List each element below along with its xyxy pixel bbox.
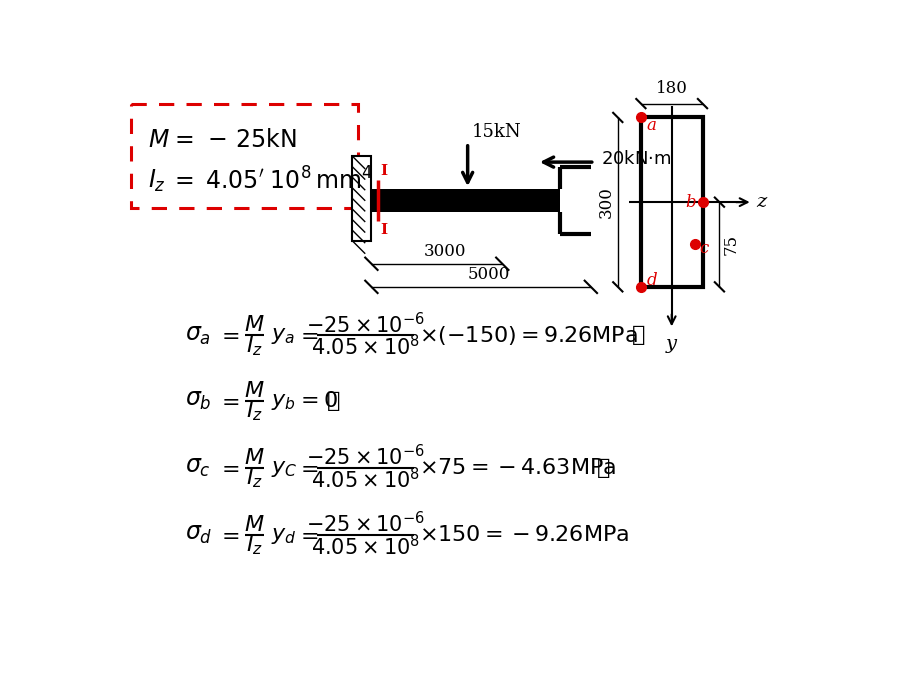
Text: $M$: $M$	[244, 447, 265, 469]
Text: $I_z$: $I_z$	[245, 466, 263, 491]
Text: 180: 180	[655, 81, 686, 97]
Text: 75: 75	[721, 234, 739, 255]
Text: d: d	[645, 272, 656, 289]
Text: ；: ；	[326, 390, 340, 412]
Text: ；: ；	[596, 457, 609, 479]
Text: $y_b$: $y_b$	[271, 390, 296, 412]
Text: $\sigma_c$: $\sigma_c$	[185, 456, 210, 480]
Text: c: c	[698, 240, 708, 257]
Text: $\times(-150)=9.26\mathrm{MPa}$: $\times(-150)=9.26\mathrm{MPa}$	[419, 324, 638, 347]
Text: $-25\times10^{-6}$: $-25\times10^{-6}$	[305, 444, 425, 470]
Bar	[641, 117, 702, 287]
Text: $\sigma_b$: $\sigma_b$	[185, 389, 211, 413]
Text: $\sigma_d$: $\sigma_d$	[185, 523, 212, 546]
Text: $-25\times10^{-6}$: $-25\times10^{-6}$	[305, 312, 425, 337]
Text: $\sigma_a$: $\sigma_a$	[185, 324, 210, 347]
Text: I: I	[380, 223, 387, 237]
Text: $y_C$: $y_C$	[271, 457, 298, 479]
Text: $4.05\times10^{8}$: $4.05\times10^{8}$	[311, 335, 419, 359]
Text: $=\;4.05'\;10^8\,\mathrm{mm}^4$: $=\;4.05'\;10^8\,\mathrm{mm}^4$	[169, 168, 372, 195]
Text: y: y	[665, 335, 676, 353]
Text: 3000: 3000	[423, 243, 465, 260]
Text: $=0$: $=0$	[296, 390, 337, 412]
Text: $=$: $=$	[296, 457, 318, 479]
Bar	[352, 156, 371, 241]
Text: z: z	[755, 193, 766, 211]
Text: $y_a$: $y_a$	[271, 324, 295, 346]
Text: ；: ；	[631, 324, 644, 346]
FancyBboxPatch shape	[131, 104, 357, 208]
Text: $I_z$: $I_z$	[148, 168, 165, 194]
Text: b: b	[685, 194, 696, 210]
Text: $I_z$: $I_z$	[245, 534, 263, 558]
Bar	[371, 189, 560, 212]
Text: $20\mathrm{kN{\cdot}m}$: $20\mathrm{kN{\cdot}m}$	[600, 150, 671, 168]
Text: $\times150=-9.26\mathrm{MPa}$: $\times150=-9.26\mathrm{MPa}$	[419, 524, 629, 546]
Text: $=\,-\,25\mathrm{kN}$: $=\,-\,25\mathrm{kN}$	[169, 129, 296, 152]
Text: $=$: $=$	[217, 390, 240, 412]
Text: $4.05\times10^{8}$: $4.05\times10^{8}$	[311, 466, 419, 492]
Text: 300: 300	[597, 186, 614, 218]
Text: $=$: $=$	[217, 524, 240, 546]
Text: $=$: $=$	[217, 324, 240, 346]
Text: $=$: $=$	[296, 524, 318, 546]
Text: $\times75=-4.63\mathrm{MPa}$: $\times75=-4.63\mathrm{MPa}$	[419, 457, 616, 479]
Text: 5000: 5000	[467, 266, 509, 283]
Text: $-25\times10^{-6}$: $-25\times10^{-6}$	[305, 511, 425, 537]
Text: I: I	[380, 164, 387, 178]
Text: $=$: $=$	[217, 457, 240, 479]
Text: $I_z$: $I_z$	[245, 400, 263, 424]
Text: a: a	[645, 117, 655, 134]
Text: $M$: $M$	[148, 129, 170, 152]
Text: $=$: $=$	[296, 324, 318, 346]
Text: $M$: $M$	[244, 380, 265, 402]
Text: $M$: $M$	[244, 514, 265, 535]
Text: $M$: $M$	[244, 315, 265, 336]
Text: $y_d$: $y_d$	[271, 524, 297, 546]
Text: 15kN: 15kN	[471, 124, 520, 141]
Text: $I_z$: $I_z$	[245, 335, 263, 358]
Text: $4.05\times10^{8}$: $4.05\times10^{8}$	[311, 534, 419, 559]
